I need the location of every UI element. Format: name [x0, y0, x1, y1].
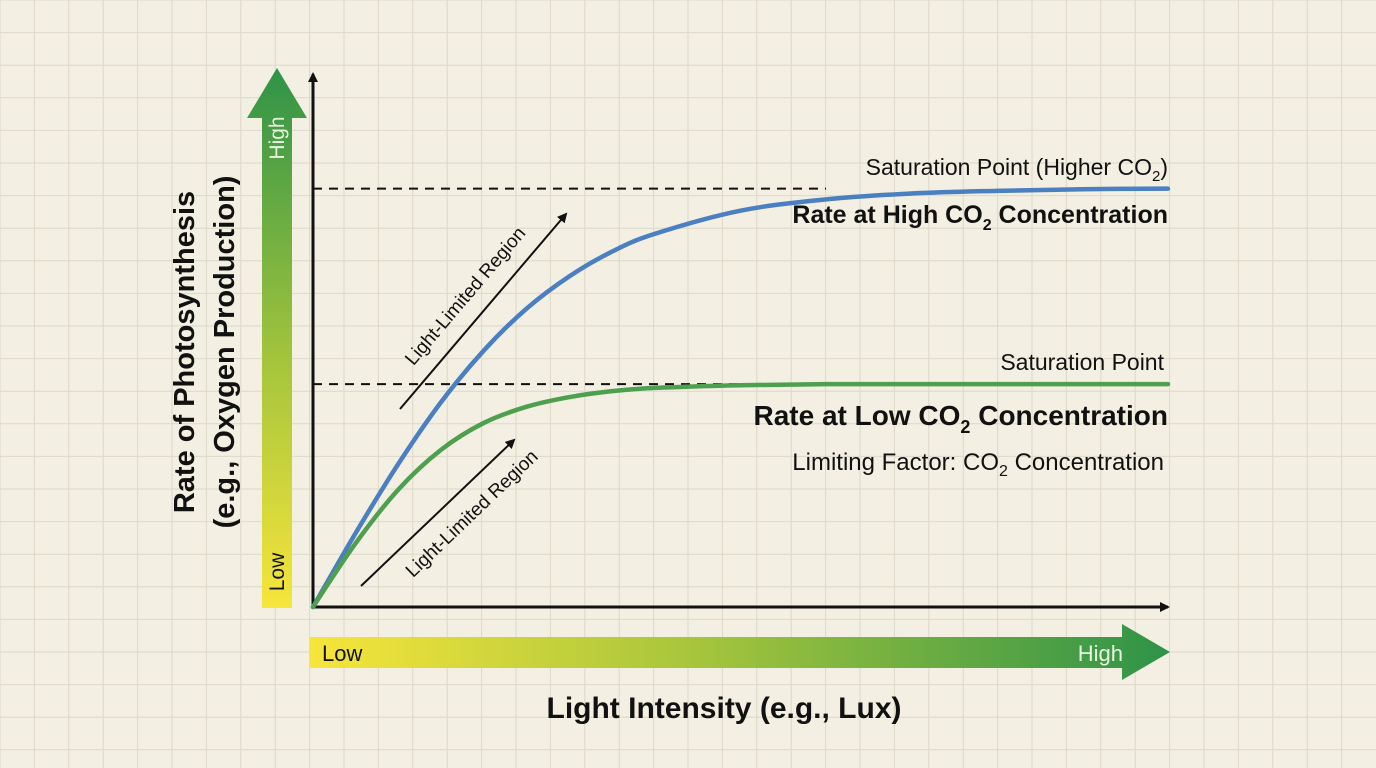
light-limited-arrow-high — [399, 212, 568, 410]
series-label-high: Rate at High CO2 Concentration — [792, 201, 1168, 234]
limiting-factor-label: Limiting Factor: CO2 Concentration — [792, 449, 1164, 480]
x-axis-title: Light Intensity (e.g., Lux) — [547, 692, 902, 725]
series-label-low: Rate at Low CO2 Concentration — [754, 400, 1169, 437]
x-scale-high-label: High — [1078, 641, 1123, 666]
y-axis-title-line1: Rate of Photosynthesis — [169, 191, 201, 513]
series-line-high-co2 — [310, 186, 1171, 610]
series-line-low-co2 — [310, 381, 1171, 610]
x-scale-gradient-arrow: Low High — [310, 624, 1170, 680]
y-scale-gradient-arrow: High Low — [247, 68, 307, 608]
light-limited-annotation-high: Light-Limited Region — [399, 212, 568, 410]
saturation-label-low: Saturation Point — [1000, 349, 1164, 375]
y-axis-title-line2: (e.g., Oxygen Production) — [209, 176, 241, 529]
y-scale-high-label: High — [266, 116, 289, 159]
light-limited-arrow-low — [360, 438, 516, 587]
y-scale-low-label: Low — [266, 552, 289, 591]
light-limited-label-high: Light-Limited Region — [401, 223, 530, 369]
saturation-label-high: Saturation Point (Higher CO2) — [866, 154, 1168, 185]
x-scale-low-label: Low — [322, 641, 362, 666]
light-limited-annotation-low: Light-Limited Region — [360, 438, 542, 587]
